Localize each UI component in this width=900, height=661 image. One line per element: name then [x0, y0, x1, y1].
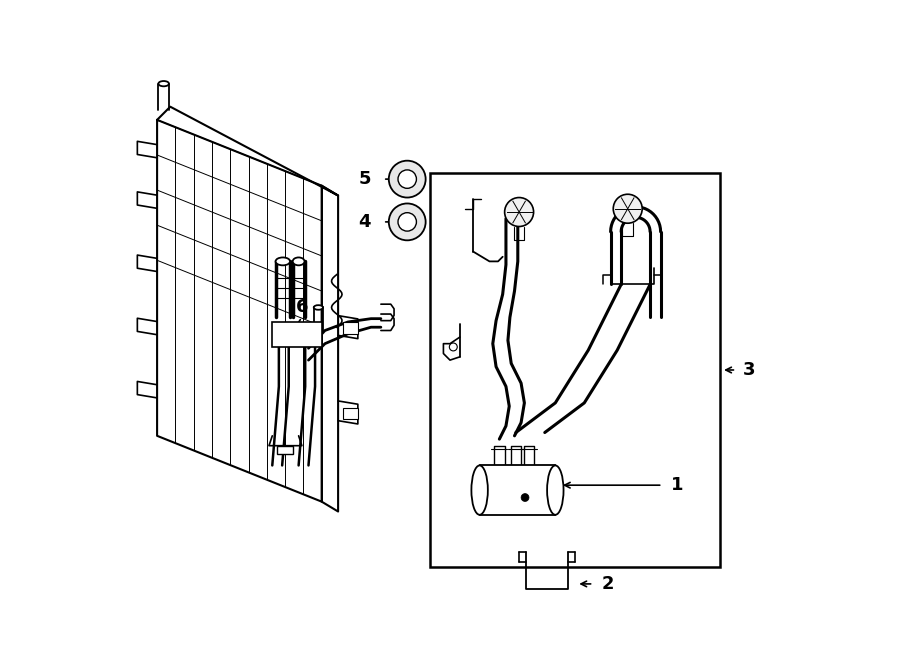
Circle shape	[389, 161, 426, 198]
Bar	[480, 465, 555, 515]
Circle shape	[521, 494, 529, 502]
Text: 1: 1	[670, 476, 683, 494]
Ellipse shape	[547, 465, 563, 515]
Ellipse shape	[314, 305, 323, 310]
Circle shape	[389, 204, 426, 241]
Bar	[277, 446, 293, 453]
Text: 6: 6	[295, 299, 308, 317]
Bar	[273, 322, 321, 347]
Circle shape	[398, 170, 417, 188]
Circle shape	[505, 198, 534, 227]
Text: 2: 2	[602, 575, 614, 593]
Text: 5: 5	[358, 170, 371, 188]
Ellipse shape	[472, 465, 488, 515]
Bar	[430, 173, 720, 567]
Text: 3: 3	[743, 361, 756, 379]
Bar	[344, 322, 358, 334]
Text: 4: 4	[358, 213, 371, 231]
Ellipse shape	[275, 257, 290, 265]
Bar	[344, 408, 358, 419]
Circle shape	[613, 194, 643, 223]
Ellipse shape	[292, 257, 304, 265]
Ellipse shape	[158, 81, 169, 87]
Circle shape	[398, 213, 417, 231]
